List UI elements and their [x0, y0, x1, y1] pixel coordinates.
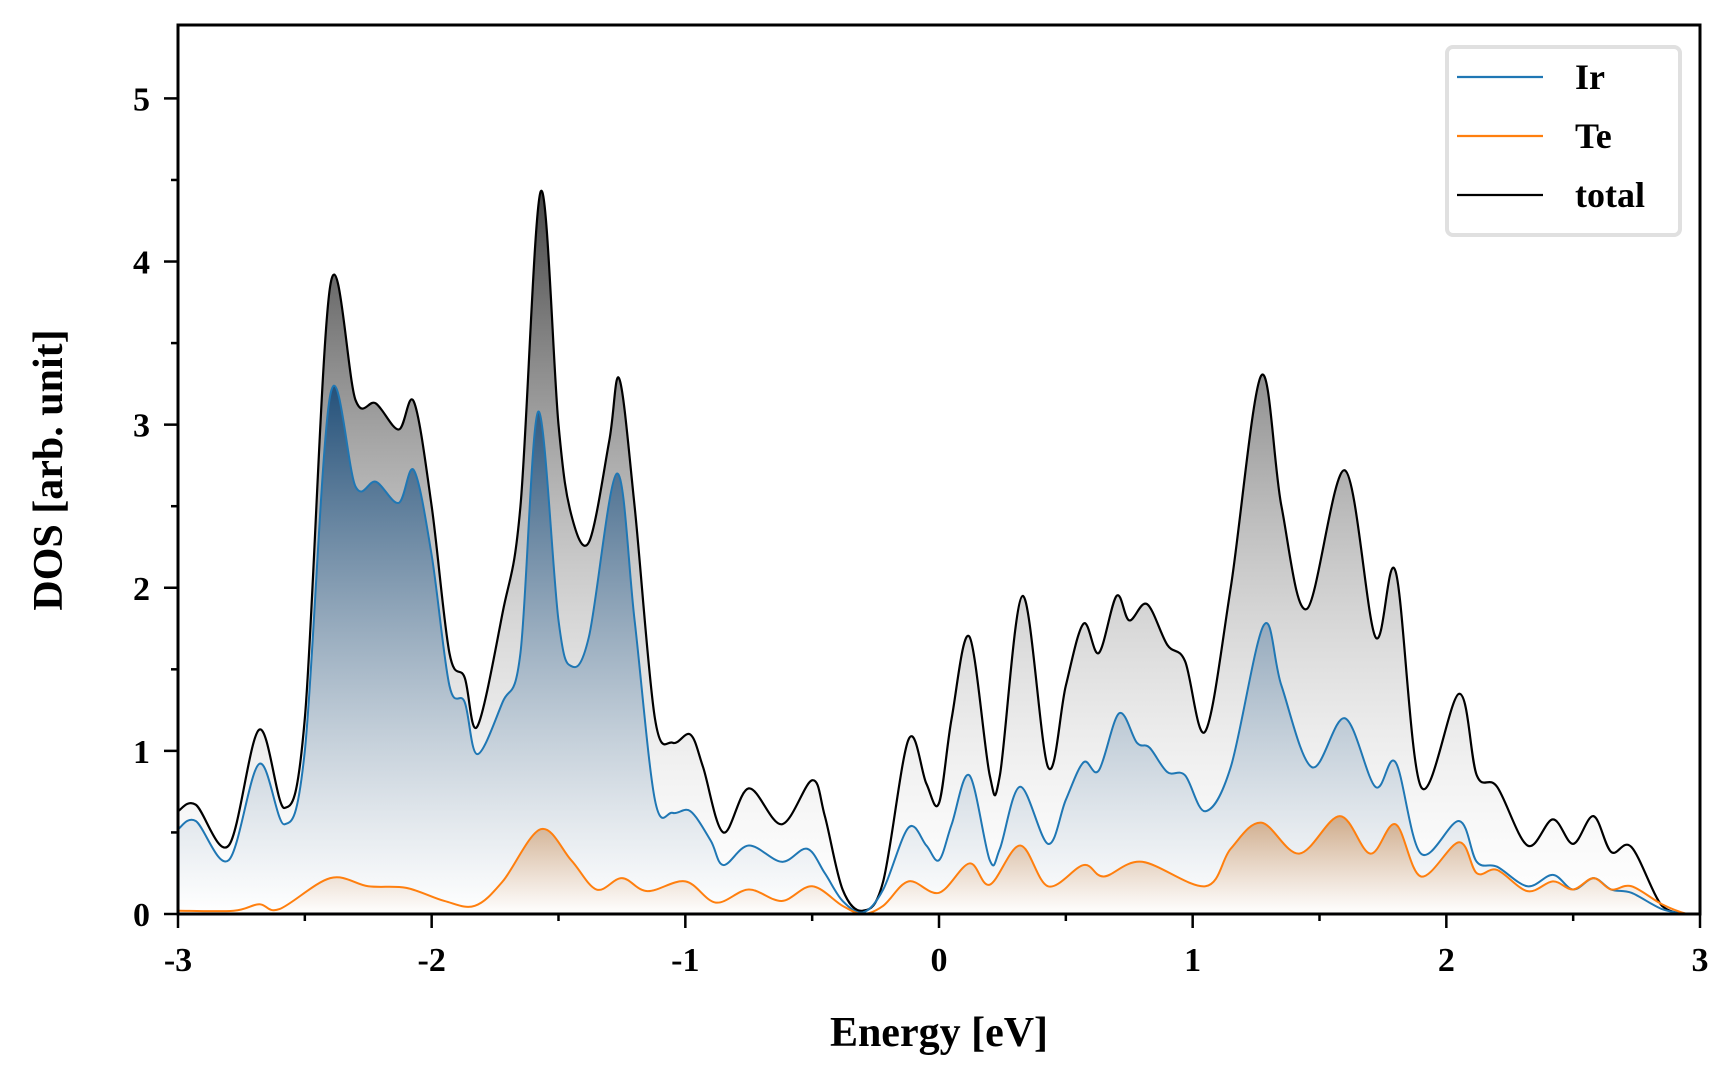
y-tick-label: 2 — [133, 571, 150, 608]
x-tick-label: -1 — [671, 942, 699, 979]
y-tick-label: 3 — [133, 408, 150, 445]
x-tick-label: 1 — [1184, 942, 1201, 979]
legend-item-total: total — [1457, 175, 1645, 215]
y-tick-label: 1 — [133, 734, 150, 771]
legend-label: total — [1575, 175, 1645, 215]
x-tick-label: -2 — [418, 942, 446, 979]
legend-box — [1445, 45, 1682, 237]
ir-area-fill — [178, 385, 1700, 914]
x-tick-label: 3 — [1692, 942, 1709, 979]
y-axis: 0 1 2 3 4 5 — [133, 81, 178, 934]
total-line — [178, 189, 1700, 914]
ir-line — [178, 384, 1700, 914]
series-lines — [178, 189, 1700, 914]
te-area-fill — [178, 816, 1700, 914]
x-axis-label: Energy [eV] — [830, 1010, 1048, 1056]
legend-item-ir: Ir — [1457, 57, 1605, 97]
legend-label: Te — [1575, 116, 1612, 156]
legend: Ir Te total — [1445, 45, 1682, 237]
te-line — [178, 815, 1700, 914]
series-fills — [178, 190, 1700, 914]
legend-item-te: Te — [1457, 116, 1612, 156]
x-tick-label: 2 — [1438, 942, 1455, 979]
y-axis-label: DOS [arb. unit] — [26, 329, 72, 610]
x-tick-label: 0 — [931, 942, 948, 979]
y-tick-label: 0 — [133, 897, 150, 934]
x-tick-label: -3 — [164, 942, 192, 979]
x-axis: -3 -2 -1 0 1 2 3 — [164, 914, 1709, 979]
y-tick-label: 5 — [133, 81, 150, 118]
y-tick-label: 4 — [133, 245, 150, 282]
legend-label: Ir — [1575, 57, 1605, 97]
